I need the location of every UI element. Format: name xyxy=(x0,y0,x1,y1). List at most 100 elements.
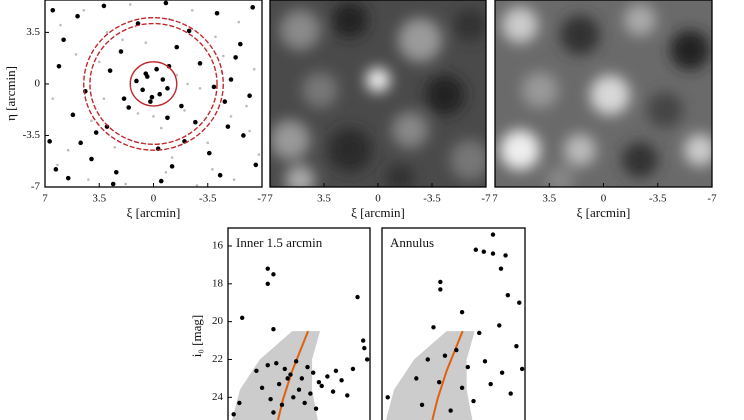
point xyxy=(183,109,186,112)
point xyxy=(431,325,436,330)
point xyxy=(140,87,145,93)
point xyxy=(207,150,212,156)
y-tick-label: 24 xyxy=(212,391,224,403)
point xyxy=(339,378,344,383)
point xyxy=(157,91,162,97)
x-tick-label: -3.5 xyxy=(423,193,441,205)
point xyxy=(97,60,101,64)
selection-circle xyxy=(129,61,178,107)
y-tick-label: 0 xyxy=(35,77,41,89)
point xyxy=(206,141,210,145)
point xyxy=(214,10,220,16)
point xyxy=(254,368,259,374)
point xyxy=(288,372,293,377)
point xyxy=(228,77,234,82)
point xyxy=(442,353,448,358)
point xyxy=(519,366,525,372)
point xyxy=(319,383,324,389)
point xyxy=(438,287,443,292)
y-tick-label: 3.5 xyxy=(26,26,40,38)
point xyxy=(124,182,127,186)
point xyxy=(477,330,482,336)
point xyxy=(105,31,109,34)
point xyxy=(313,406,319,411)
y-tick-label: -7 xyxy=(31,181,41,193)
point xyxy=(282,366,287,372)
x-tick-label: -3.5 xyxy=(199,193,217,205)
point xyxy=(229,115,233,118)
point xyxy=(279,402,285,408)
y-tick-label: 20 xyxy=(212,315,224,327)
panel-title: Annulus xyxy=(390,235,434,250)
point xyxy=(134,78,139,84)
point xyxy=(316,379,322,385)
point xyxy=(503,253,508,258)
point xyxy=(61,37,66,43)
point xyxy=(247,93,252,99)
point xyxy=(265,281,270,287)
point xyxy=(325,374,330,379)
point xyxy=(114,169,119,175)
point xyxy=(102,97,106,100)
point xyxy=(350,366,356,372)
point xyxy=(490,251,496,256)
point xyxy=(53,167,59,172)
x-tick-label: -3.5 xyxy=(649,193,667,205)
panel-frame xyxy=(381,227,526,420)
point xyxy=(179,103,184,109)
point xyxy=(345,393,350,398)
point xyxy=(473,247,479,252)
point xyxy=(437,379,442,385)
point xyxy=(152,115,155,118)
point xyxy=(238,41,243,47)
point xyxy=(333,368,339,374)
selection-circle xyxy=(89,22,218,145)
point xyxy=(355,294,360,300)
point xyxy=(240,315,245,321)
point xyxy=(165,115,170,121)
point xyxy=(253,162,259,168)
point xyxy=(237,20,241,24)
point xyxy=(211,84,217,90)
x-tick-label: 3.5 xyxy=(92,193,106,205)
y-tick-label: 18 xyxy=(212,277,224,289)
point xyxy=(265,362,270,368)
x-axis-label: ξ [arcmin] xyxy=(577,205,631,220)
point xyxy=(87,178,90,181)
point xyxy=(186,28,192,34)
point xyxy=(174,44,180,50)
plot-area xyxy=(385,232,525,420)
point xyxy=(149,94,155,100)
point xyxy=(302,400,307,406)
point xyxy=(488,381,493,387)
point xyxy=(121,96,127,101)
point xyxy=(517,300,522,305)
point xyxy=(169,164,175,169)
y-axis-label: i₀ [mag] xyxy=(189,315,204,357)
point xyxy=(497,323,502,328)
point xyxy=(296,387,302,392)
point xyxy=(74,53,78,56)
point xyxy=(56,63,62,69)
point xyxy=(232,178,236,181)
point xyxy=(245,104,248,108)
point xyxy=(248,129,251,133)
point xyxy=(508,391,513,396)
point xyxy=(47,139,52,144)
point xyxy=(78,140,83,146)
density-map xyxy=(270,0,486,187)
y-tick-label: 16 xyxy=(212,240,224,252)
panel-frame xyxy=(227,227,371,420)
point xyxy=(193,119,198,125)
point xyxy=(231,412,236,417)
point xyxy=(186,82,189,86)
point xyxy=(118,49,124,54)
point xyxy=(259,385,265,391)
x-tick-label: -7 xyxy=(481,193,491,205)
point xyxy=(56,163,59,167)
point xyxy=(217,172,223,178)
point xyxy=(75,13,80,19)
panel-title: Inner 1.5 arcmin xyxy=(236,235,323,250)
point xyxy=(293,359,299,364)
